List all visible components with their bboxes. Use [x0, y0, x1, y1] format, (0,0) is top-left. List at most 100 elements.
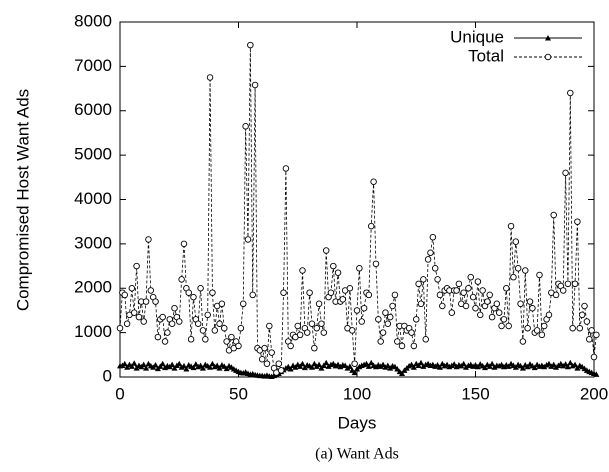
marker — [455, 280, 463, 288]
marker — [143, 365, 150, 371]
marker — [384, 320, 392, 328]
marker — [550, 361, 557, 368]
marker — [175, 318, 183, 325]
marker — [384, 362, 391, 368]
marker — [211, 327, 219, 334]
marker — [214, 362, 221, 368]
marker — [559, 287, 567, 294]
x-axis-label: Days — [338, 413, 377, 432]
marker — [386, 313, 394, 321]
marker — [192, 361, 199, 367]
marker — [247, 41, 254, 49]
y-axis-label: Compromised Host Want Ads — [13, 89, 32, 311]
marker — [178, 276, 185, 283]
marker — [519, 338, 527, 345]
marker — [465, 285, 472, 292]
marker — [410, 342, 418, 350]
marker — [424, 256, 432, 263]
marker — [474, 278, 482, 285]
marker — [574, 218, 581, 225]
marker — [339, 296, 347, 303]
marker — [415, 280, 422, 288]
marker — [121, 291, 128, 299]
marker — [204, 311, 211, 319]
marker — [164, 329, 171, 336]
marker — [476, 311, 484, 319]
marker — [367, 222, 375, 230]
marker — [484, 298, 491, 305]
marker — [394, 338, 401, 345]
marker — [399, 370, 406, 376]
marker — [221, 324, 228, 332]
marker — [481, 364, 488, 371]
marker — [571, 280, 579, 288]
marker — [586, 336, 593, 343]
marker — [531, 364, 538, 371]
marker — [564, 280, 572, 288]
marker — [538, 331, 546, 339]
y-tick-label: 2000 — [74, 278, 112, 297]
x-tick-label: 50 — [229, 384, 248, 403]
marker — [576, 324, 584, 332]
marker — [306, 289, 313, 296]
marker — [299, 267, 306, 274]
marker — [540, 322, 548, 330]
marker — [308, 364, 315, 370]
marker — [427, 249, 434, 256]
marker — [128, 285, 136, 292]
marker — [413, 316, 420, 323]
marker — [588, 327, 595, 334]
marker — [422, 336, 429, 343]
marker — [275, 360, 283, 367]
marker — [263, 360, 271, 367]
marker — [360, 304, 368, 312]
marker — [562, 361, 569, 367]
marker — [526, 298, 534, 305]
marker — [202, 336, 209, 343]
marker — [266, 322, 273, 330]
marker — [533, 327, 541, 334]
marker — [183, 366, 190, 372]
x-tick-label: 100 — [343, 384, 371, 403]
y-tick-label: 7000 — [74, 56, 112, 75]
y-tick-label: 6000 — [74, 100, 112, 119]
marker — [218, 300, 226, 308]
marker — [303, 329, 311, 336]
marker — [322, 247, 330, 254]
marker — [512, 238, 520, 245]
marker — [171, 304, 178, 312]
marker — [334, 269, 342, 276]
marker — [391, 291, 399, 299]
marker — [572, 361, 579, 368]
marker — [377, 338, 384, 345]
marker — [529, 304, 536, 312]
marker — [209, 360, 216, 367]
marker — [379, 329, 387, 336]
y-tick-label: 0 — [103, 366, 112, 385]
marker — [593, 331, 600, 339]
marker — [180, 240, 188, 248]
marker — [382, 309, 389, 316]
marker — [185, 289, 192, 296]
marker — [244, 236, 252, 243]
marker — [194, 320, 202, 328]
marker — [365, 363, 372, 369]
marker — [436, 364, 443, 370]
marker — [142, 298, 150, 305]
marker — [159, 313, 166, 321]
marker — [351, 360, 358, 367]
marker — [356, 265, 363, 272]
marker — [368, 359, 375, 366]
x-tick-label: 200 — [580, 384, 608, 403]
marker — [287, 366, 294, 372]
plot-frame — [119, 21, 595, 378]
marker — [308, 320, 316, 328]
marker — [567, 89, 574, 97]
marker — [569, 324, 576, 332]
marker — [472, 304, 479, 312]
marker — [372, 260, 380, 268]
marker — [398, 342, 406, 350]
marker — [448, 309, 456, 316]
marker — [168, 320, 176, 328]
marker — [349, 327, 356, 334]
